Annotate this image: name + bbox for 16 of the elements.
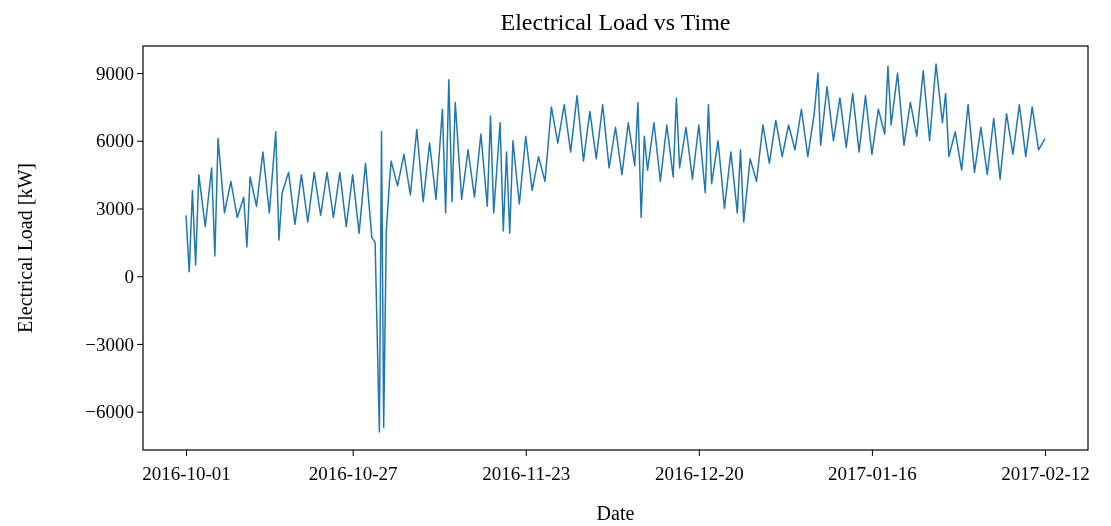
y-tick-label: 9000 — [96, 62, 134, 84]
y-tick-label: 3000 — [96, 198, 134, 220]
x-tick-label: 2016-10-27 — [308, 462, 398, 484]
x-tick-label: 2017-01-16 — [828, 462, 917, 484]
chart-title: Electrical Load vs Time — [500, 9, 731, 35]
line-series — [185, 63, 1046, 433]
y-tick-label: 6000 — [96, 130, 134, 152]
y-tick-label: 0 — [124, 265, 134, 287]
x-tick-label: 2016-11-23 — [482, 462, 571, 484]
x-tick-label: 2016-10-01 — [142, 462, 231, 484]
x-tick-label: 2016-12-20 — [655, 462, 744, 484]
x-tick-label: 2017-02-12 — [1001, 462, 1090, 484]
y-tick-label: −6000 — [85, 401, 134, 423]
y-axis-title: Electrical Load [kW] — [14, 163, 36, 333]
x-axis-title: Date — [596, 502, 635, 524]
y-tick-label: −3000 — [85, 333, 134, 355]
